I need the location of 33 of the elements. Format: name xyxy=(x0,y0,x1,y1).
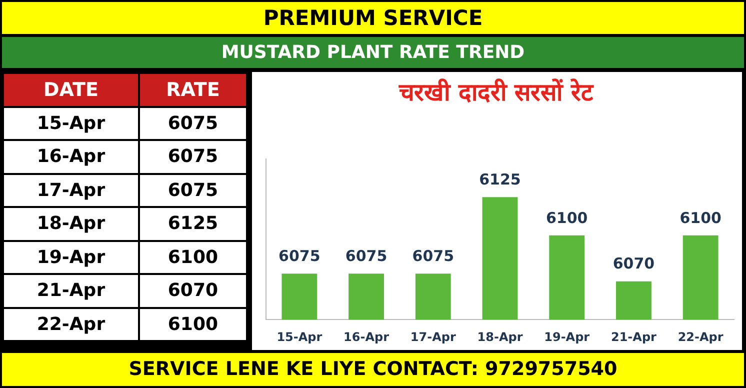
text: 6100 xyxy=(138,308,247,341)
text: 6075 xyxy=(138,140,247,174)
x-tick-label: 17-Apr xyxy=(410,330,456,344)
x-tick-label: 22-Apr xyxy=(678,330,724,344)
text: 19-Apr xyxy=(3,240,139,274)
x-tick-label: 16-Apr xyxy=(344,330,390,344)
text: 21-Apr xyxy=(3,274,139,308)
data-label: 6075 xyxy=(412,247,454,266)
text: RATE xyxy=(138,73,247,106)
text: 6125 xyxy=(138,207,247,240)
data-label: 6075 xyxy=(345,247,388,266)
text: 17-Apr xyxy=(3,174,139,207)
text: DATE xyxy=(3,73,139,106)
text: 6070 xyxy=(138,274,247,308)
x-tick-label: 21-Apr xyxy=(610,330,657,344)
chart-title: चरखी दादरी सरसों रेट xyxy=(398,78,594,107)
x-tick-label: 15-Apr xyxy=(276,330,322,344)
data-label: 6075 xyxy=(278,247,320,266)
data-label: 6125 xyxy=(479,170,521,188)
header-banner: PREMIUM SERVICE xyxy=(2,2,744,34)
data-label: 6100 xyxy=(546,208,588,227)
data-label: 6100 xyxy=(680,208,722,227)
data-label: 6070 xyxy=(612,254,655,273)
x-tick-label: 18-Apr xyxy=(477,330,523,344)
text: 6075 xyxy=(138,106,247,140)
subheader-banner: MUSTARD PLANT RATE TREND xyxy=(2,37,744,68)
text: 16-Apr xyxy=(3,140,139,174)
text: 6100 xyxy=(138,240,247,274)
footer-banner: SERVICE LENE KE LIYE CONTACT: 9729757540 xyxy=(2,353,744,386)
x-tick-label: 19-Apr xyxy=(544,330,590,344)
text: 18-Apr xyxy=(3,207,139,240)
text: 15-Apr xyxy=(3,106,139,140)
text: 6075 xyxy=(138,174,247,207)
